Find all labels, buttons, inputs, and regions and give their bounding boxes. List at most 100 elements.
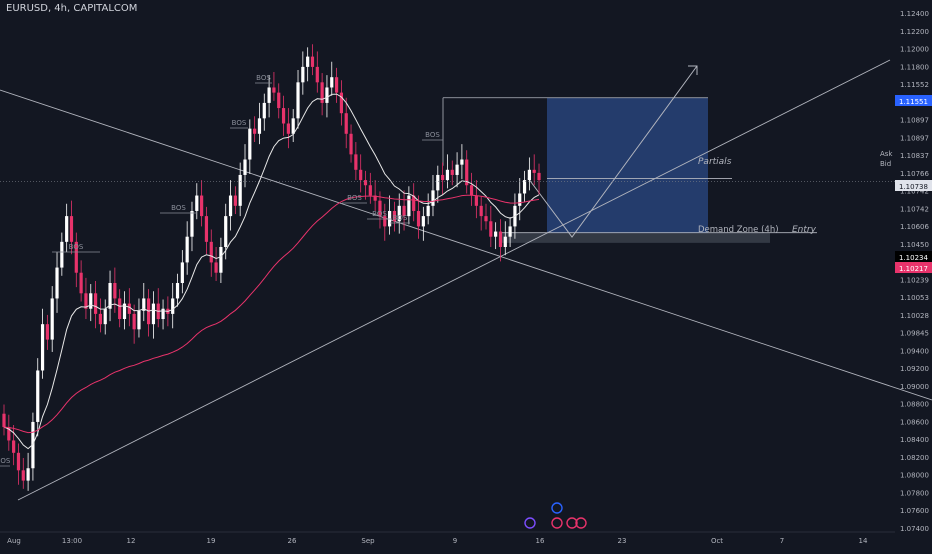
candle-body [465, 159, 469, 186]
y-tick-label: 1.10239 [900, 276, 929, 284]
candle-body [127, 303, 131, 314]
candle-body [180, 262, 184, 284]
price-tag-label: 1.10234 [899, 254, 928, 262]
y-tick-label: 1.10897 [900, 117, 929, 125]
candle-body [7, 427, 11, 441]
demand-zone-box[interactable] [500, 232, 770, 243]
candle-body [532, 169, 536, 173]
bos-label: BOS [393, 214, 408, 222]
candle-body [392, 210, 397, 222]
y-tick-label: 1.08400 [900, 436, 929, 444]
candle-body [436, 174, 440, 191]
candle-body [40, 324, 45, 371]
candle-body [132, 313, 136, 330]
y-tick-label: 1.07400 [900, 525, 929, 533]
candle-body [200, 195, 204, 217]
candle-body [344, 113, 348, 134]
x-tick-label: Sep [361, 537, 375, 545]
candle-body [262, 102, 266, 119]
bos-label: BOS [256, 74, 271, 82]
partials-label: Partials [698, 157, 732, 167]
candle-body [55, 267, 59, 299]
candle-body [339, 92, 343, 114]
price-tag [895, 180, 932, 191]
candle-body [426, 205, 430, 217]
candle-body [185, 236, 189, 263]
y-tick-label: 1.07800 [900, 489, 929, 497]
candle-body [373, 195, 377, 201]
event-marker[interactable] [566, 517, 578, 529]
candle-body [445, 169, 450, 181]
candle-body [253, 128, 257, 134]
candle-body [412, 195, 416, 211]
event-marker[interactable] [551, 517, 563, 529]
y-tick-label: 1.07600 [900, 507, 929, 515]
candle-body [137, 310, 141, 330]
candle-body [522, 180, 527, 194]
x-tick-label: 7 [780, 537, 784, 545]
candle-body [26, 468, 30, 481]
bos-label: BOS [372, 210, 387, 218]
y-tick-label: 1.10766 [900, 170, 929, 178]
candle-body [175, 283, 180, 299]
y-tick-label: 1.08800 [900, 401, 929, 409]
candle-body [267, 87, 271, 103]
bos-label: BOS [425, 131, 440, 139]
candle-body [330, 77, 334, 88]
demand-zone-label: Demand Zone (4h) [698, 225, 779, 235]
moving-averages [3, 93, 540, 450]
candle-body [161, 308, 165, 320]
candle-body [45, 324, 49, 340]
candle-body [12, 440, 16, 453]
y-tick-label: 1.10028 [900, 312, 929, 320]
x-tick-label: Oct [711, 537, 723, 545]
candle-body [233, 195, 237, 206]
y-tick-label: 1.11552 [900, 81, 929, 89]
y-tick-label: 1.12200 [900, 28, 929, 36]
candle-body [2, 413, 6, 428]
candle-body [527, 169, 531, 181]
projection-path [527, 65, 698, 238]
candle-body [320, 82, 324, 103]
bos-label: BOS [0, 457, 11, 465]
event-marker[interactable] [551, 502, 563, 514]
y-tick-label: 1.08200 [900, 454, 929, 462]
trend-lines [0, 59, 932, 501]
target-zone[interactable] [547, 97, 708, 233]
candle-body [122, 303, 127, 320]
candle-body [272, 87, 276, 93]
candle-body [518, 193, 522, 206]
y-tick-label: 1.12000 [900, 46, 929, 54]
candle-body [484, 216, 488, 222]
candle-body [306, 56, 310, 67]
candle-body [60, 241, 64, 268]
x-tick-label: Aug [7, 537, 21, 545]
y-tick-label: 1.10450 [900, 241, 929, 249]
candle-body [286, 123, 290, 134]
candle-body [277, 92, 281, 109]
ask-label: Ask [880, 150, 893, 158]
candle-body [325, 87, 329, 103]
y-tick-label: 1.08600 [900, 418, 929, 426]
event-marker[interactable] [575, 517, 587, 529]
y-tick-label: 1.10897 [900, 134, 929, 142]
event-marker[interactable] [524, 517, 536, 529]
axes: 1.12400 1.12200 1.12000 1.11800 1.11552 1.115… [0, 10, 932, 545]
candle-body [431, 190, 435, 206]
candle-body [296, 82, 300, 119]
candle-body [455, 164, 459, 175]
candle-body [421, 216, 425, 227]
candle-body [301, 66, 305, 83]
candle-body [98, 313, 102, 325]
candle-body [219, 246, 223, 273]
projection-arrow-head [688, 65, 698, 75]
candle-body [469, 185, 474, 196]
bos-label: BOS [347, 194, 362, 202]
candle-body [441, 174, 445, 181]
candle-body [315, 66, 319, 83]
candle-body [257, 118, 262, 134]
